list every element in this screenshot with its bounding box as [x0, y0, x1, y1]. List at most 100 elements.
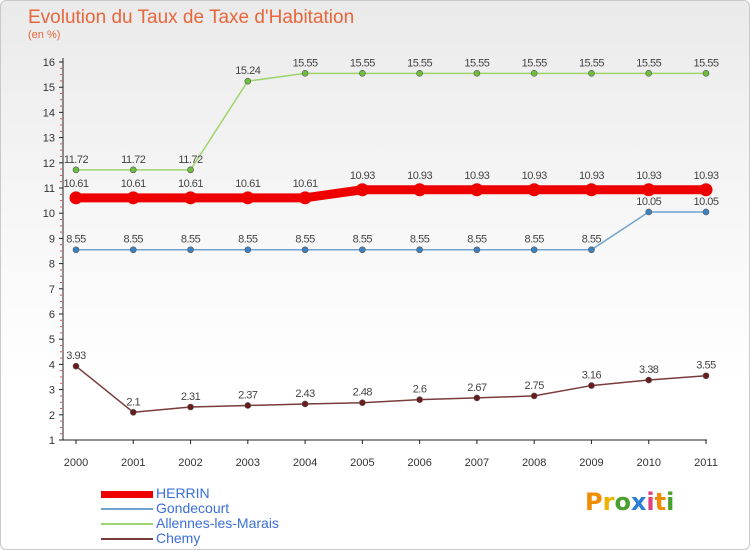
legend-swatch [101, 490, 153, 498]
legend-label: HERRIN [156, 485, 210, 501]
data-point [301, 246, 309, 254]
y-tick-label: 16 [43, 57, 55, 69]
data-point [702, 208, 710, 216]
data-point [187, 166, 194, 174]
x-tick-label: 2008 [522, 457, 546, 469]
data-label-herrin: 10.61 [235, 178, 260, 190]
data-label-gondecourt: 8.55 [524, 234, 544, 246]
y-tick-label: 4 [49, 359, 55, 371]
data-point [527, 183, 541, 197]
x-tick-label: 2000 [64, 457, 88, 469]
series-herrin [69, 183, 713, 205]
y-minor-tick [60, 420, 62, 422]
data-label-herrin: 10.93 [407, 170, 432, 182]
data-point [473, 246, 481, 254]
y-minor-tick [60, 426, 62, 428]
data-label-gondecourt: 8.55 [238, 234, 258, 246]
y-tick-label: 5 [49, 334, 55, 346]
data-label-allennes-les-marais: 15.55 [293, 57, 318, 69]
data-label-gondecourt: 8.55 [353, 234, 373, 246]
y-minor-tick [60, 345, 62, 346]
data-label-allennes-les-marais: 11.72 [64, 154, 89, 166]
data-point [298, 191, 312, 205]
data-label-herrin: 10.93 [636, 170, 661, 182]
legend-label: Allennes-les-Marais [156, 515, 279, 531]
series-line-allennes-les-marais [75, 72, 707, 171]
x-tick-label: 2011 [694, 457, 718, 469]
y-minor-tick [60, 307, 62, 309]
data-label-chemy: 2.43 [295, 388, 315, 400]
data-label-gondecourt: 8.55 [124, 234, 144, 246]
y-tick-label: 11 [44, 183, 55, 195]
y-minor-tick [60, 206, 62, 208]
data-point [416, 70, 423, 77]
x-tick-label: 2006 [407, 457, 431, 469]
data-point [473, 70, 481, 77]
data-label-chemy: 3.16 [582, 370, 602, 382]
data-label-allennes-les-marais: 15.55 [464, 57, 489, 69]
y-minor-tick [60, 282, 62, 283]
y-minor-tick [60, 269, 62, 271]
y-minor-tick [60, 357, 62, 359]
data-label-herrin: 10.93 [693, 170, 718, 182]
data-point [470, 183, 484, 197]
data-label-chemy: 2.37 [238, 389, 258, 401]
y-tick-label: 8 [49, 259, 55, 271]
y-minor-tick [60, 244, 62, 246]
data-label-chemy: 3.38 [639, 364, 659, 376]
data-label-allennes-les-marais: 15.55 [693, 57, 718, 69]
x-tick-label: 2009 [579, 457, 603, 469]
y-minor-tick [60, 319, 62, 321]
data-label-allennes-les-marais: 15.55 [636, 57, 661, 69]
x-tick-label: 2010 [636, 457, 660, 469]
data-label-herrin: 10.93 [464, 170, 489, 182]
data-point [530, 246, 538, 254]
data-label-allennes-les-marais: 15.55 [350, 57, 375, 69]
data-point [588, 70, 595, 77]
y-minor-tick [60, 395, 62, 397]
y-tick-label: 7 [49, 284, 55, 296]
y-minor-tick [60, 256, 62, 258]
data-label-herrin: 10.61 [178, 178, 203, 190]
y-tick-label: 9 [49, 233, 55, 245]
data-label-herrin: 10.61 [121, 178, 146, 190]
legend-label: Gondecourt [156, 500, 230, 516]
data-label-herrin: 10.93 [350, 170, 375, 182]
y-tick-label: 13 [43, 133, 55, 145]
y-minor-tick [60, 408, 62, 409]
data-label-gondecourt: 8.55 [181, 234, 201, 246]
data-label-herrin: 10.61 [293, 178, 318, 190]
data-point [69, 191, 83, 205]
y-tick-label: 15 [43, 82, 55, 94]
series-chemy [72, 362, 710, 416]
y-minor-tick [60, 99, 62, 101]
data-point [129, 246, 137, 254]
y-minor-tick [60, 370, 62, 372]
y-minor-tick [60, 193, 62, 195]
data-point [355, 183, 369, 197]
data-point [244, 77, 252, 85]
data-label-gondecourt: 8.55 [410, 234, 430, 246]
y-minor-tick [60, 351, 62, 353]
y-minor-tick [60, 124, 62, 126]
legend-swatch [101, 538, 153, 540]
y-minor-tick [60, 67, 62, 69]
data-point [359, 399, 366, 407]
data-label-herrin: 10.93 [522, 170, 547, 182]
data-label-gondecourt: 8.55 [582, 234, 602, 246]
data-point [645, 70, 653, 77]
data-label-herrin: 10.61 [63, 178, 88, 190]
y-minor-tick [60, 156, 62, 157]
data-label-allennes-les-marais: 11.72 [178, 154, 203, 166]
y-minor-tick [60, 326, 62, 328]
y-minor-tick [60, 105, 62, 107]
data-point [645, 376, 653, 384]
data-point [416, 396, 423, 403]
y-minor-tick [60, 181, 62, 183]
data-label-chemy: 2.67 [467, 382, 487, 394]
y-minor-tick [60, 275, 62, 277]
data-point [301, 70, 309, 77]
data-label-herrin: 10.93 [579, 170, 604, 182]
